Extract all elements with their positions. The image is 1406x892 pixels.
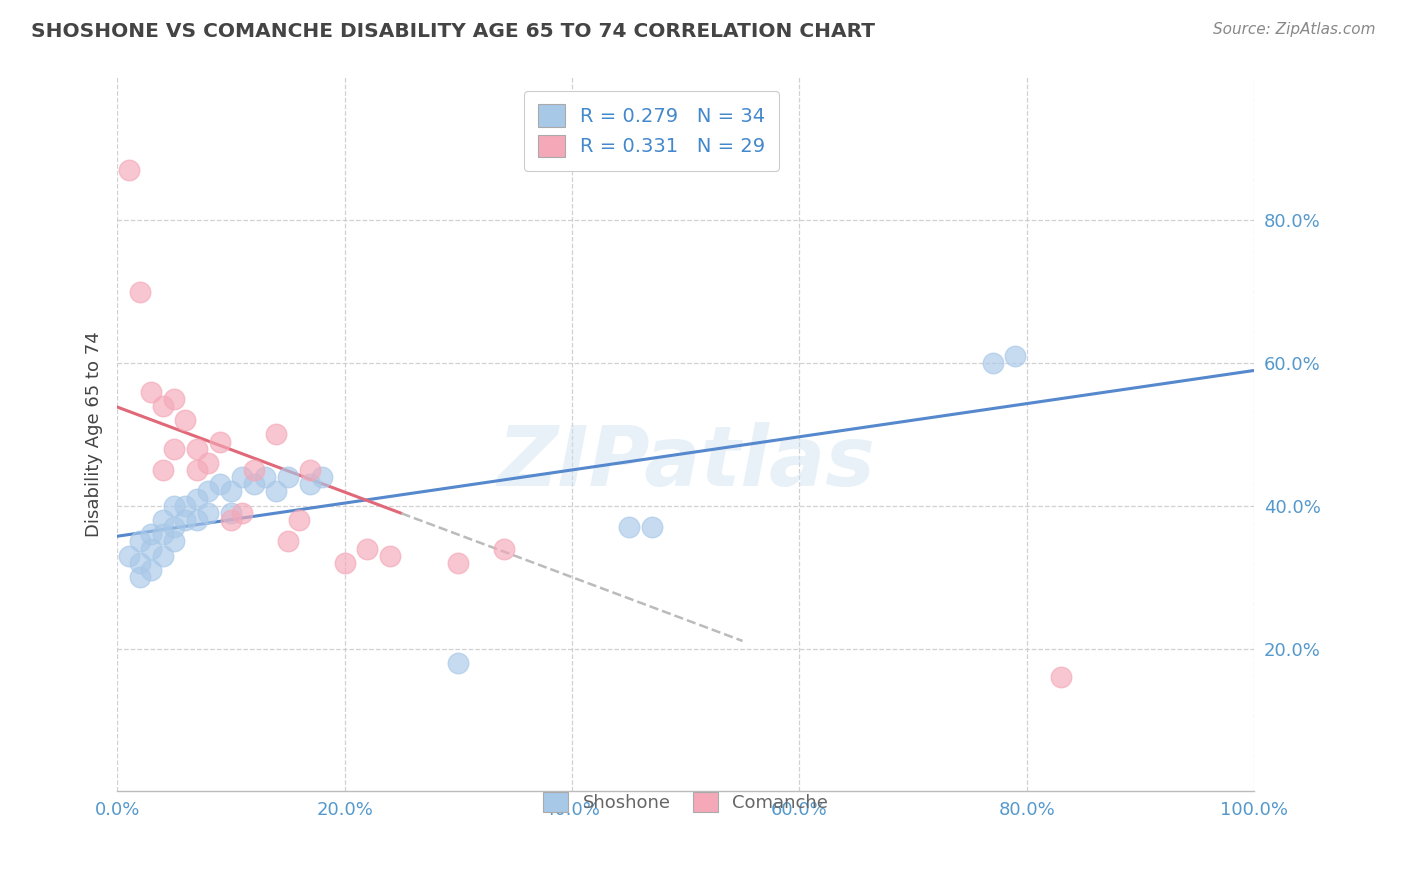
Point [333,556,356,570]
Point [174,513,197,527]
Point [231,470,253,484]
Point [299,477,322,491]
Point [163,392,186,406]
Legend: Shoshone, Comanche: Shoshone, Comanche [530,779,841,825]
Point [141,541,163,556]
Point [208,477,231,491]
Point [186,513,208,527]
Point [1050,670,1073,684]
Point [141,527,163,541]
Point [141,563,163,577]
Point [277,534,299,549]
Y-axis label: Disability Age 65 to 74: Disability Age 65 to 74 [86,332,103,537]
Point [231,506,253,520]
Point [492,541,515,556]
Point [129,534,152,549]
Point [242,463,264,477]
Point [117,549,139,563]
Point [219,513,242,527]
Point [981,356,1004,370]
Point [197,456,219,470]
Point [129,570,152,584]
Point [253,470,276,484]
Point [152,463,174,477]
Point [447,556,470,570]
Point [163,534,186,549]
Point [640,520,662,534]
Point [186,442,208,456]
Point [197,506,219,520]
Point [1004,349,1026,363]
Point [174,499,197,513]
Point [174,413,197,427]
Point [266,427,288,442]
Point [299,463,322,477]
Point [447,656,470,670]
Point [141,384,163,399]
Point [311,470,333,484]
Point [617,520,640,534]
Point [152,399,174,413]
Point [163,520,186,534]
Point [152,549,174,563]
Point [186,491,208,506]
Point [186,463,208,477]
Point [129,285,152,299]
Point [129,556,152,570]
Point [152,513,174,527]
Point [219,506,242,520]
Point [219,484,242,499]
Text: Source: ZipAtlas.com: Source: ZipAtlas.com [1212,22,1375,37]
Point [152,527,174,541]
Point [208,434,231,449]
Point [117,163,139,178]
Point [266,484,288,499]
Text: SHOSHONE VS COMANCHE DISABILITY AGE 65 TO 74 CORRELATION CHART: SHOSHONE VS COMANCHE DISABILITY AGE 65 T… [31,22,875,41]
Point [197,484,219,499]
Text: ZIPatlas: ZIPatlas [496,423,875,503]
Point [378,549,401,563]
Point [288,513,311,527]
Point [163,499,186,513]
Point [163,442,186,456]
Point [242,477,264,491]
Point [277,470,299,484]
Point [356,541,378,556]
